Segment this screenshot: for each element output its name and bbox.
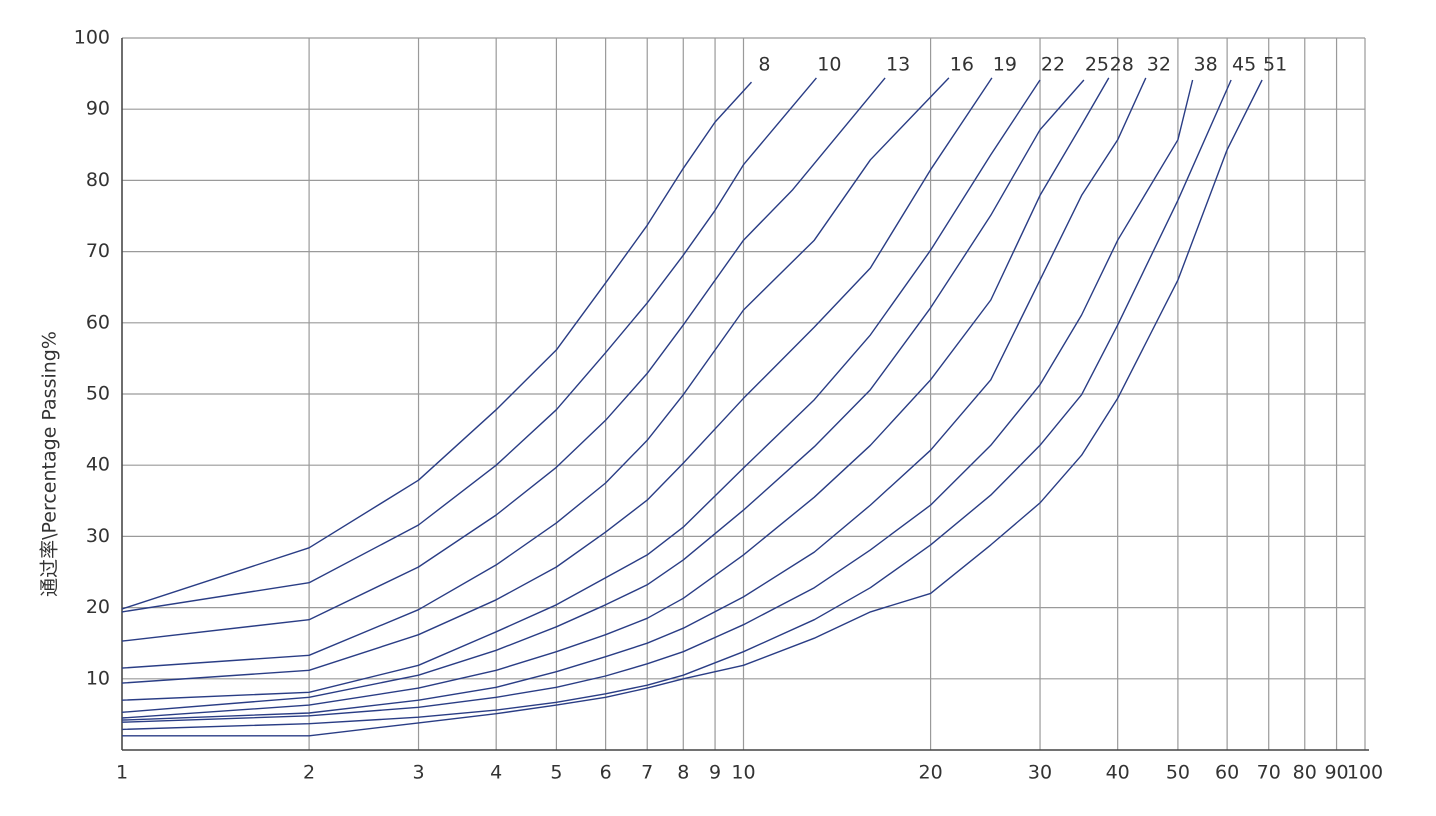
curve-label: 10 bbox=[817, 54, 841, 76]
curve bbox=[121, 77, 817, 613]
y-tick-label: 30 bbox=[86, 525, 110, 547]
y-tick-label: 80 bbox=[86, 169, 110, 191]
curve-label: 16 bbox=[950, 54, 974, 76]
curve-label: 19 bbox=[993, 54, 1017, 76]
y-tick-label: 90 bbox=[86, 98, 110, 120]
x-tick-label: 50 bbox=[1166, 762, 1190, 784]
x-tick-label: 6 bbox=[600, 762, 612, 784]
curve bbox=[122, 79, 1263, 737]
y-tick-label: 60 bbox=[86, 311, 110, 333]
x-tick-label: 4 bbox=[490, 762, 502, 784]
curve bbox=[121, 77, 886, 642]
x-tick-label: 8 bbox=[677, 762, 689, 784]
x-tick-label: 3 bbox=[412, 762, 424, 784]
y-tick-label: 100 bbox=[74, 27, 110, 49]
x-tick-label: 20 bbox=[918, 762, 942, 784]
x-tick-label: 60 bbox=[1215, 762, 1239, 784]
y-tick-label: 10 bbox=[86, 667, 110, 689]
curve-label: 22 bbox=[1041, 54, 1065, 76]
x-tick-label: 90 bbox=[1324, 762, 1348, 784]
curve bbox=[121, 79, 1194, 723]
x-tick-label: 5 bbox=[550, 762, 562, 784]
curve bbox=[121, 77, 950, 669]
curve bbox=[121, 81, 753, 610]
curve bbox=[121, 79, 1232, 731]
x-tick-label: 70 bbox=[1257, 762, 1281, 784]
y-tick-label: 50 bbox=[86, 383, 110, 405]
x-tick-label: 2 bbox=[303, 762, 315, 784]
y-axis-label: 通过率\Percentage Passing% bbox=[39, 331, 61, 597]
curve-label: 13 bbox=[886, 54, 910, 76]
x-tick-label: 30 bbox=[1028, 762, 1052, 784]
curve-label: 32 bbox=[1147, 54, 1171, 76]
curve-label: 51 bbox=[1263, 54, 1287, 76]
x-tick-label: 1 bbox=[116, 762, 128, 784]
y-tick-label: 40 bbox=[86, 454, 110, 476]
curve-label: 28 bbox=[1110, 54, 1134, 76]
curve bbox=[121, 79, 1041, 701]
curve-label: 25 bbox=[1085, 54, 1109, 76]
x-tick-label: 10 bbox=[731, 762, 755, 784]
curve bbox=[121, 79, 1085, 713]
x-tick-label: 100 bbox=[1347, 762, 1383, 784]
y-tick-label: 20 bbox=[86, 596, 110, 618]
curve-label: 38 bbox=[1194, 54, 1218, 76]
x-tick-label: 7 bbox=[641, 762, 653, 784]
x-tick-label: 9 bbox=[709, 762, 721, 784]
x-tick-label: 80 bbox=[1293, 762, 1317, 784]
curve bbox=[121, 77, 1110, 719]
x-tick-label: 40 bbox=[1106, 762, 1130, 784]
curve-label: 8 bbox=[758, 54, 770, 76]
curve-label: 45 bbox=[1232, 54, 1256, 76]
y-tick-label: 70 bbox=[86, 240, 110, 262]
curve bbox=[121, 77, 993, 684]
curve bbox=[121, 77, 1147, 721]
